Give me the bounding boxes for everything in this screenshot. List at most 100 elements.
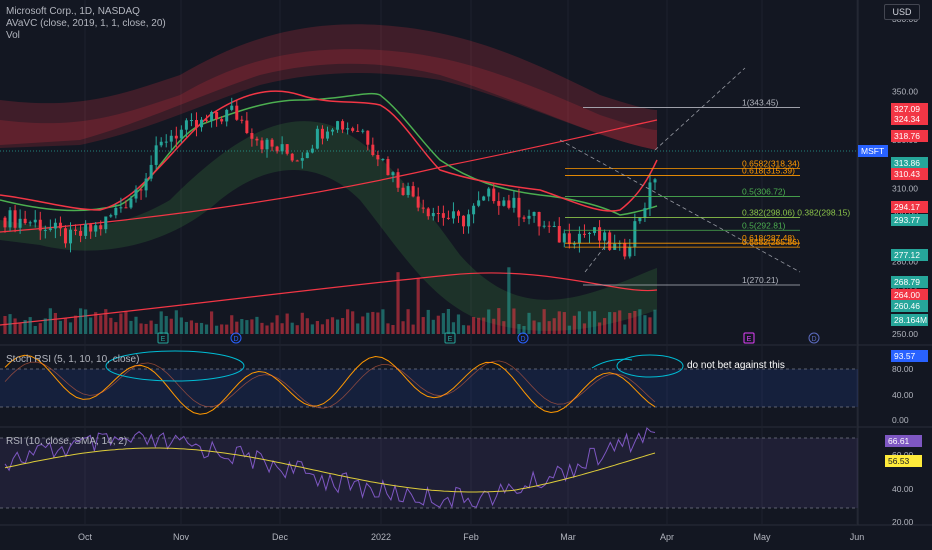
volume-bar <box>416 278 420 334</box>
volume-bar <box>401 321 405 334</box>
volume-bar <box>84 309 88 334</box>
price-badge <box>891 168 928 180</box>
dividend-marker <box>230 332 242 344</box>
volume-bar <box>78 308 83 334</box>
volume-bar <box>547 321 551 334</box>
rsi-badge <box>885 435 922 447</box>
volume-bar <box>134 316 138 334</box>
volume-bar <box>421 317 425 334</box>
annotation-note: do not bet against this <box>687 360 785 371</box>
volume-bar <box>386 323 390 334</box>
volume-bar <box>366 312 370 334</box>
candle-body <box>336 121 340 130</box>
volume-bar <box>114 322 118 334</box>
candle-body <box>537 211 541 227</box>
candle-body <box>240 119 244 121</box>
candle-body <box>164 141 168 143</box>
volume-bar <box>235 321 239 334</box>
stoch-pane-title: Stoch RSI (5, 1, 10, 10, close) <box>6 354 140 365</box>
candle-body <box>189 120 193 122</box>
volume-bar <box>245 320 249 334</box>
stoch-band <box>0 369 858 407</box>
time-axis-label: Nov <box>173 532 190 542</box>
candle-body <box>436 212 440 214</box>
price-badge <box>891 276 928 288</box>
volume-bar <box>456 314 461 334</box>
time-axis-label: Apr <box>660 532 674 542</box>
event-marker-label: E <box>161 336 166 343</box>
volume-bar <box>255 316 259 334</box>
volume-bar <box>522 325 526 334</box>
candle-body <box>552 226 556 228</box>
candle-body <box>295 160 299 162</box>
candle-body <box>94 225 98 232</box>
candle-body <box>84 224 88 236</box>
candle-body <box>169 135 173 142</box>
candle-body <box>446 217 450 219</box>
volume-bar <box>567 325 571 334</box>
candle-body <box>421 207 425 209</box>
volume-bar <box>603 318 607 334</box>
projection-up-line <box>654 67 746 151</box>
volume-bar <box>3 315 7 334</box>
candle-body <box>184 120 188 130</box>
candle-body <box>179 129 183 139</box>
candle-body <box>346 128 350 130</box>
candle-body <box>467 214 471 227</box>
volume-bar <box>43 318 47 334</box>
price-badge <box>891 249 928 261</box>
rsi-ma-line <box>4 447 656 493</box>
candle-body <box>43 229 47 231</box>
candle-body <box>74 229 78 231</box>
candle-body <box>124 207 128 209</box>
candle-body <box>119 207 123 209</box>
candle-body <box>109 215 113 217</box>
time-axis-label: May <box>753 532 771 542</box>
currency-button[interactable]: USD <box>884 4 920 20</box>
volume-bar <box>310 324 314 334</box>
volume-bar <box>618 310 622 334</box>
stoch-d-line <box>4 360 656 409</box>
candle-body <box>194 120 198 128</box>
volume-bar <box>104 309 108 334</box>
candle-body <box>38 219 42 231</box>
volume-bar <box>124 311 128 334</box>
candle-body <box>245 120 249 133</box>
candle-body <box>371 144 375 155</box>
candle-body <box>532 211 536 216</box>
price-badge <box>891 314 928 326</box>
volume-bar <box>371 311 375 334</box>
candle-body <box>608 232 612 250</box>
volume-bar <box>250 319 254 334</box>
candle-body <box>542 225 546 227</box>
volume-bar <box>154 323 158 334</box>
price-badge <box>891 113 928 125</box>
volume-bar <box>285 313 289 334</box>
price-badge-label: 260.46 <box>894 301 920 311</box>
candle-body <box>33 219 37 223</box>
rsi-tick-label: 20.00 <box>892 517 914 527</box>
volume-bar <box>325 319 330 334</box>
candle-body <box>215 112 219 120</box>
indicator-line: AVaVC (close, 2019, 1, 1, close, 20) <box>6 18 166 29</box>
candle-body <box>174 135 178 139</box>
candle-body <box>628 246 632 257</box>
candle-body <box>270 139 274 147</box>
event-marker-label: D <box>233 336 238 343</box>
volume-bar <box>33 325 37 334</box>
candle-body <box>462 215 466 227</box>
candle-body <box>114 207 118 216</box>
price-badge-label: 268.79 <box>894 277 920 287</box>
upper-channel-outer <box>0 24 657 150</box>
candle-body <box>315 128 319 149</box>
volume-bar <box>592 311 597 334</box>
volume-bar <box>351 311 355 334</box>
volume-bar <box>587 311 592 334</box>
grid-lines <box>84 0 858 525</box>
volume-bar <box>169 318 173 334</box>
volume-bar <box>537 322 541 334</box>
